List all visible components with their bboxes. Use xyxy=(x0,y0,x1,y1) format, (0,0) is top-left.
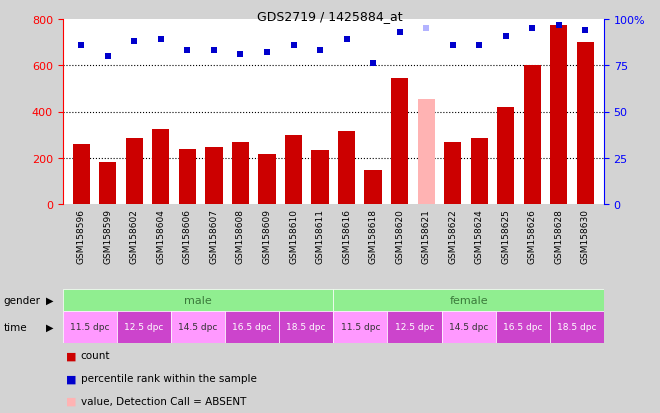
Text: GSM158602: GSM158602 xyxy=(130,209,139,263)
Text: GSM158609: GSM158609 xyxy=(263,209,271,263)
Text: 16.5 dpc: 16.5 dpc xyxy=(232,323,272,332)
Bar xyxy=(279,311,333,343)
Bar xyxy=(179,150,196,204)
Bar xyxy=(497,108,514,204)
Bar xyxy=(387,311,442,343)
Bar xyxy=(258,154,276,204)
Bar xyxy=(442,311,496,343)
Bar xyxy=(364,170,381,204)
Text: 12.5 dpc: 12.5 dpc xyxy=(124,323,164,332)
Bar xyxy=(171,311,225,343)
Bar xyxy=(550,26,568,204)
Text: GSM158630: GSM158630 xyxy=(581,209,590,263)
Text: GSM158620: GSM158620 xyxy=(395,209,404,263)
Text: ■: ■ xyxy=(66,373,77,383)
Text: 11.5 dpc: 11.5 dpc xyxy=(341,323,380,332)
Text: GSM158621: GSM158621 xyxy=(422,209,431,263)
Text: GSM158596: GSM158596 xyxy=(77,209,86,263)
Bar xyxy=(471,139,488,204)
Bar xyxy=(444,142,461,204)
Bar xyxy=(63,289,333,311)
Text: female: female xyxy=(449,295,488,305)
Text: GSM158618: GSM158618 xyxy=(368,209,378,263)
Text: male: male xyxy=(184,295,212,305)
Bar xyxy=(550,311,604,343)
Text: ▶: ▶ xyxy=(46,322,53,332)
Text: 18.5 dpc: 18.5 dpc xyxy=(286,323,326,332)
Text: GSM158599: GSM158599 xyxy=(104,209,112,263)
Text: GSM158607: GSM158607 xyxy=(209,209,218,263)
Text: 18.5 dpc: 18.5 dpc xyxy=(557,323,597,332)
Bar xyxy=(285,135,302,204)
Text: GSM158610: GSM158610 xyxy=(289,209,298,263)
Bar xyxy=(577,43,594,204)
Bar xyxy=(496,311,550,343)
Text: ▶: ▶ xyxy=(46,295,53,305)
Text: value, Detection Call = ABSENT: value, Detection Call = ABSENT xyxy=(81,396,246,406)
Bar xyxy=(99,163,116,204)
Text: 14.5 dpc: 14.5 dpc xyxy=(178,323,218,332)
Text: 11.5 dpc: 11.5 dpc xyxy=(70,323,110,332)
Bar xyxy=(152,130,170,204)
Bar xyxy=(418,100,435,204)
Text: GSM158628: GSM158628 xyxy=(554,209,563,263)
Text: count: count xyxy=(81,351,110,361)
Bar xyxy=(312,150,329,204)
Bar xyxy=(205,147,222,204)
Bar xyxy=(73,145,90,204)
Bar xyxy=(225,311,279,343)
Text: GSM158616: GSM158616 xyxy=(342,209,351,263)
Text: ■: ■ xyxy=(66,351,77,361)
Bar xyxy=(117,311,171,343)
Bar xyxy=(63,311,117,343)
Text: 16.5 dpc: 16.5 dpc xyxy=(503,323,543,332)
Text: time: time xyxy=(3,322,27,332)
Text: gender: gender xyxy=(3,295,40,305)
Text: GSM158624: GSM158624 xyxy=(475,209,484,263)
Text: ■: ■ xyxy=(66,396,77,406)
Text: GDS2719 / 1425884_at: GDS2719 / 1425884_at xyxy=(257,10,403,23)
Text: GSM158626: GSM158626 xyxy=(528,209,537,263)
Bar xyxy=(523,66,541,204)
Text: 14.5 dpc: 14.5 dpc xyxy=(449,323,488,332)
Text: percentile rank within the sample: percentile rank within the sample xyxy=(81,373,256,383)
Text: GSM158611: GSM158611 xyxy=(315,209,325,263)
Text: 12.5 dpc: 12.5 dpc xyxy=(395,323,434,332)
Text: GSM158608: GSM158608 xyxy=(236,209,245,263)
Bar xyxy=(333,311,387,343)
Text: GSM158604: GSM158604 xyxy=(156,209,166,263)
Bar xyxy=(391,79,409,204)
Text: GSM158622: GSM158622 xyxy=(448,209,457,263)
Bar xyxy=(333,289,604,311)
Text: GSM158625: GSM158625 xyxy=(501,209,510,263)
Bar xyxy=(338,132,355,204)
Text: GSM158606: GSM158606 xyxy=(183,209,192,263)
Bar xyxy=(232,142,249,204)
Bar xyxy=(125,139,143,204)
